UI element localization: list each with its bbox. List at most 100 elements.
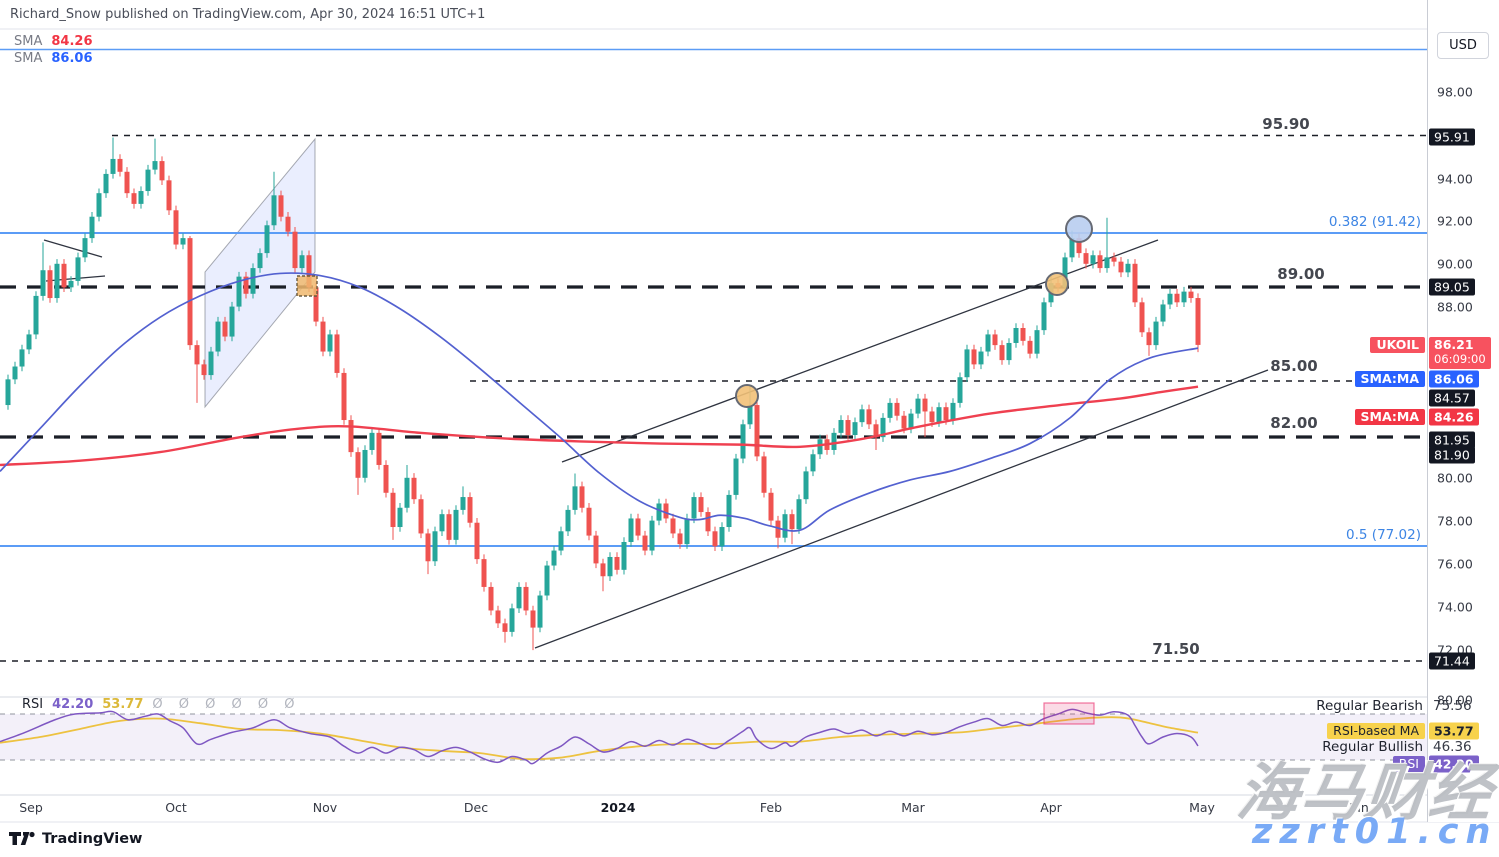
legend-sma-slow[interactable]: SMA 84.26 <box>14 34 93 49</box>
candle-body <box>747 405 753 425</box>
price-badge-95.91: 95.91 <box>1429 128 1475 146</box>
candle-body <box>376 432 382 465</box>
price-tick-94.00: 94.00 <box>1437 171 1473 187</box>
candle-body <box>327 334 333 352</box>
candle-body <box>33 295 39 335</box>
candle-body <box>796 499 802 530</box>
candle-body <box>306 255 312 288</box>
candle-body <box>89 216 95 239</box>
candle-body <box>873 424 879 438</box>
candle-body <box>488 586 494 611</box>
currency-button[interactable]: USD <box>1437 32 1489 59</box>
candle-body <box>418 499 424 534</box>
candle-body <box>922 398 928 412</box>
candle-body <box>243 276 249 294</box>
price-badge-71.44: 71.44 <box>1429 652 1475 670</box>
candle-body <box>40 270 46 296</box>
candle-body <box>705 512 711 532</box>
candle-body <box>551 550 557 566</box>
candle-body <box>775 520 781 538</box>
candle-body <box>544 565 550 596</box>
candle-body <box>1104 257 1110 269</box>
candle-body <box>313 287 319 322</box>
channel-upper <box>561 239 1159 463</box>
candle-body <box>1020 328 1026 341</box>
time-axis-Dec[interactable]: Dec <box>463 800 489 815</box>
candle-body <box>152 161 158 170</box>
candle-body <box>943 407 949 421</box>
candle-body <box>572 486 578 510</box>
candle-body <box>999 345 1005 361</box>
ma-badge-84.26: 84.26 <box>1429 408 1479 426</box>
candle-body <box>831 432 837 450</box>
candle-body <box>180 238 186 245</box>
level-label-71.50: 71.50 <box>1152 640 1199 658</box>
candle-body <box>1069 238 1075 258</box>
time-axis-Feb[interactable]: Feb <box>759 800 783 815</box>
bar-countdown: 06:09:00 <box>1434 352 1486 366</box>
candle-body <box>761 456 767 493</box>
candle-body <box>61 263 67 288</box>
price-badge-81.95: 81.95 <box>1429 431 1475 449</box>
candle-body <box>117 158 123 172</box>
time-axis-Oct[interactable]: Oct <box>165 800 187 815</box>
candle-body <box>250 268 256 294</box>
price-tick-76.00: 76.00 <box>1437 556 1473 572</box>
sma-slow-line <box>0 385 1199 467</box>
rsi-row-value-2: 46.36 <box>1433 739 1472 755</box>
candle-body <box>110 158 116 174</box>
candle-body <box>621 542 627 570</box>
candle-body <box>908 413 914 429</box>
legend-sma-fast[interactable]: SMA 86.06 <box>14 51 93 66</box>
sma-fast-value: 86.06 <box>51 51 93 66</box>
rsi-label: RSI <box>22 697 44 712</box>
level-label-82.00: 82.00 <box>1270 414 1317 432</box>
fib-label-77.02: 0.5 (77.02) <box>1346 527 1421 543</box>
candle-body <box>1188 291 1194 299</box>
candle-body <box>1118 261 1124 273</box>
sma-slow-label: SMA <box>14 34 43 49</box>
last-price-badge: 86.21 06:09:00 <box>1429 337 1491 369</box>
candle-body <box>985 334 991 352</box>
time-axis-Sep[interactable]: Sep <box>19 800 43 815</box>
time-axis-2024[interactable]: 2024 <box>600 800 636 815</box>
candle-body <box>138 191 144 204</box>
rsi-indicator-legend[interactable]: RSI 42.20 53.77 Ø Ø Ø Ø Ø Ø <box>22 697 300 712</box>
rsi-ma-value: 53.77 <box>102 697 144 712</box>
candle-body <box>278 195 284 217</box>
time-axis-Apr[interactable]: Apr <box>1040 800 1062 815</box>
candle-body <box>264 225 270 254</box>
candle-body <box>369 432 375 450</box>
time-axis-Nov[interactable]: Nov <box>312 800 338 815</box>
candle-body <box>467 497 473 523</box>
time-axis-May[interactable]: May <box>1189 800 1215 815</box>
candle-body <box>1027 340 1033 354</box>
time-axis-Mar[interactable]: Mar <box>901 800 925 815</box>
fib-label-91.42: 0.382 (91.42) <box>1329 214 1421 230</box>
published-title: Richard_Snow published on TradingView.co… <box>10 7 486 22</box>
candle-body <box>159 161 165 181</box>
price-tick-98.00: 98.00 <box>1437 84 1473 100</box>
candle-body <box>950 402 956 421</box>
candle-body <box>852 422 858 435</box>
candle-body <box>915 398 921 414</box>
candle-body <box>495 610 501 624</box>
time-axis-Jun[interactable]: Jun <box>1349 800 1369 815</box>
candle-body <box>397 507 403 528</box>
candle-body <box>1034 330 1040 354</box>
candle-body <box>684 518 690 545</box>
tradingview-attribution[interactable]: TradingView <box>8 830 142 847</box>
circle-apr-break <box>1045 272 1069 296</box>
watermark-url: zzrt01.cn <box>1252 812 1498 852</box>
sma-slow-value: 84.26 <box>51 34 93 49</box>
candle-body <box>320 321 326 352</box>
rsi-line <box>0 708 1199 765</box>
candle-body <box>845 420 851 435</box>
candle-body <box>677 533 683 545</box>
candle-body <box>663 503 669 519</box>
candle-body <box>355 452 361 478</box>
candle-body <box>453 509 459 540</box>
candle-body <box>670 518 676 534</box>
candle-body <box>96 193 102 217</box>
